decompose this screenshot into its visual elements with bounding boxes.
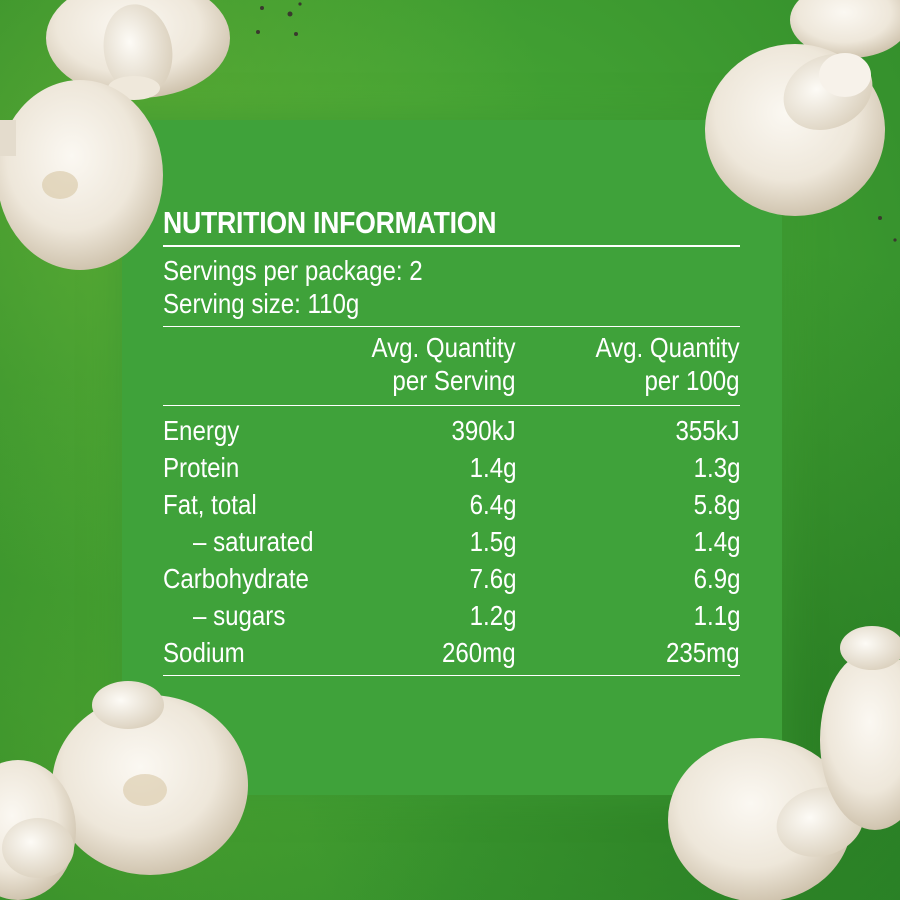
table-row: – saturated 1.5g 1.4g	[163, 523, 740, 560]
value-per-serving: 1.4g	[469, 452, 516, 483]
nutrient-name: Carbohydrate	[163, 563, 309, 594]
divider	[163, 405, 740, 406]
nutrient-name: Fat, total	[163, 489, 257, 520]
serving-info: Servings per package: 2 Serving size: 11…	[163, 247, 740, 326]
value-per-serving: 6.4g	[469, 489, 516, 520]
servings-per-package: Servings per package: 2	[163, 255, 423, 286]
nutrient-name: Sodium	[163, 637, 245, 668]
table-row: – sugars 1.2g 1.1g	[163, 597, 740, 634]
table-row: Fat, total 6.4g 5.8g	[163, 486, 740, 523]
value-per-100g: 6.9g	[693, 563, 740, 594]
table-row: Sodium 260mg 235mg	[163, 634, 740, 671]
nutrient-name: – sugars	[193, 600, 286, 631]
label-panel	[122, 120, 782, 795]
value-per-100g: 5.8g	[693, 489, 740, 520]
value-per-100g: 1.3g	[693, 452, 740, 483]
column-header-per-100g: Avg. Quantity per 100g	[596, 331, 740, 397]
column-headers: Avg. Quantity per Serving Avg. Quantity …	[163, 327, 740, 405]
nutrient-name: Energy	[163, 415, 240, 446]
divider	[163, 326, 740, 327]
value-per-serving: 390kJ	[451, 415, 516, 446]
nutrient-name: – saturated	[193, 526, 314, 557]
column-header-line: per 100g	[644, 365, 740, 396]
value-per-100g: 1.4g	[693, 526, 740, 557]
value-per-serving: 1.5g	[469, 526, 516, 557]
table-row: Energy 390kJ 355kJ	[163, 412, 740, 449]
column-header-line: Avg. Quantity	[371, 332, 516, 363]
column-header-line: per Serving	[392, 365, 516, 396]
column-header-per-serving: Avg. Quantity per Serving	[372, 331, 516, 397]
value-per-serving: 1.2g	[469, 600, 516, 631]
nutrient-rows: Energy 390kJ 355kJ Protein 1.4g 1.3g Fat…	[163, 406, 740, 675]
table-row: Carbohydrate 7.6g 6.9g	[163, 560, 740, 597]
divider	[163, 675, 740, 676]
column-header-line: Avg. Quantity	[595, 332, 740, 363]
value-per-100g: 355kJ	[675, 415, 740, 446]
nutrition-title: NUTRITION INFORMATION	[163, 205, 497, 240]
value-per-100g: 1.1g	[693, 600, 740, 631]
serving-size: Serving size: 110g	[163, 288, 360, 319]
value-per-100g: 235mg	[666, 637, 740, 668]
nutrient-name: Protein	[163, 452, 240, 483]
value-per-serving: 7.6g	[469, 563, 516, 594]
nutrition-panel: NUTRITION INFORMATION Servings per packa…	[163, 205, 740, 676]
table-row: Protein 1.4g 1.3g	[163, 449, 740, 486]
value-per-serving: 260mg	[442, 637, 516, 668]
divider	[163, 245, 740, 247]
